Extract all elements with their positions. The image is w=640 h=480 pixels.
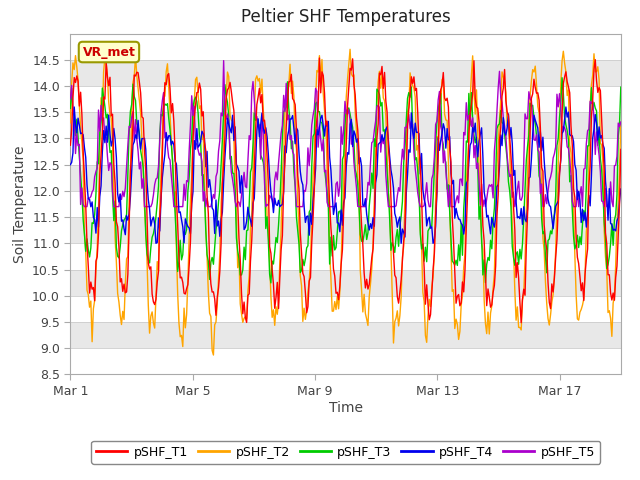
pSHF_T5 (388, 204, 396, 209)
pSHF_T3 (492, 175, 499, 181)
Bar (70, 270, 621, 296)
pSHF_T1 (492, 264, 499, 269)
pSHF_T4 (504, 111, 512, 117)
pSHF_T5 (504, 166, 512, 172)
Bar (70, 296, 621, 322)
pSHF_T4 (70, 104, 78, 110)
Bar (70, 243, 621, 270)
Y-axis label: Soil Temperature: Soil Temperature (13, 145, 26, 263)
pSHF_T2 (573, 316, 581, 322)
pSHF_T1 (109, 111, 116, 117)
pSHF_T2 (346, 47, 354, 52)
pSHF_T3 (617, 84, 625, 90)
pSHF_T5 (451, 204, 459, 209)
Line: pSHF_T1: pSHF_T1 (70, 58, 621, 323)
pSHF_T1 (316, 55, 323, 61)
Text: VR_met: VR_met (83, 46, 136, 59)
pSHF_T5 (110, 204, 118, 209)
pSHF_T3 (558, 75, 566, 81)
pSHF_T5 (617, 119, 625, 125)
pSHF_T1 (67, 142, 74, 148)
pSHF_T1 (617, 146, 625, 152)
Line: pSHF_T3: pSHF_T3 (70, 78, 621, 283)
pSHF_T2 (109, 141, 116, 146)
pSHF_T2 (451, 325, 459, 331)
Bar (70, 217, 621, 243)
Line: pSHF_T2: pSHF_T2 (70, 49, 621, 355)
Bar (70, 86, 621, 112)
pSHF_T5 (81, 204, 88, 209)
Bar (70, 112, 621, 138)
pSHF_T2 (504, 117, 512, 123)
Title: Peltier SHF Temperatures: Peltier SHF Temperatures (241, 9, 451, 26)
pSHF_T1 (573, 254, 581, 260)
pSHF_T5 (67, 96, 74, 102)
pSHF_T5 (220, 58, 227, 63)
Legend: pSHF_T1, pSHF_T2, pSHF_T3, pSHF_T4, pSHF_T5: pSHF_T1, pSHF_T2, pSHF_T3, pSHF_T4, pSHF… (91, 441, 600, 464)
pSHF_T4 (451, 216, 459, 221)
pSHF_T1 (517, 320, 525, 325)
pSHF_T4 (617, 186, 625, 192)
Bar (70, 191, 621, 217)
pSHF_T5 (573, 187, 581, 193)
Bar (70, 138, 621, 165)
pSHF_T3 (267, 280, 275, 286)
Bar (70, 34, 621, 60)
pSHF_T2 (209, 352, 217, 358)
pSHF_T3 (109, 193, 116, 199)
pSHF_T4 (493, 184, 500, 190)
Bar (70, 165, 621, 191)
pSHF_T3 (387, 247, 395, 253)
Bar (70, 60, 621, 86)
pSHF_T3 (450, 260, 458, 265)
Bar (70, 322, 621, 348)
pSHF_T2 (388, 290, 396, 296)
X-axis label: Time: Time (328, 401, 363, 415)
Line: pSHF_T5: pSHF_T5 (70, 60, 621, 206)
pSHF_T5 (493, 108, 500, 113)
pSHF_T1 (450, 238, 458, 243)
pSHF_T4 (67, 162, 74, 168)
pSHF_T3 (573, 232, 581, 238)
pSHF_T4 (110, 126, 118, 132)
pSHF_T2 (67, 120, 74, 126)
pSHF_T4 (152, 240, 160, 246)
pSHF_T3 (67, 106, 74, 111)
pSHF_T2 (493, 164, 500, 170)
pSHF_T4 (573, 197, 581, 203)
pSHF_T1 (503, 109, 511, 115)
Line: pSHF_T4: pSHF_T4 (70, 107, 621, 243)
Bar (70, 348, 621, 374)
pSHF_T1 (387, 196, 395, 202)
pSHF_T2 (617, 120, 625, 125)
pSHF_T3 (503, 156, 511, 162)
pSHF_T4 (388, 174, 396, 180)
